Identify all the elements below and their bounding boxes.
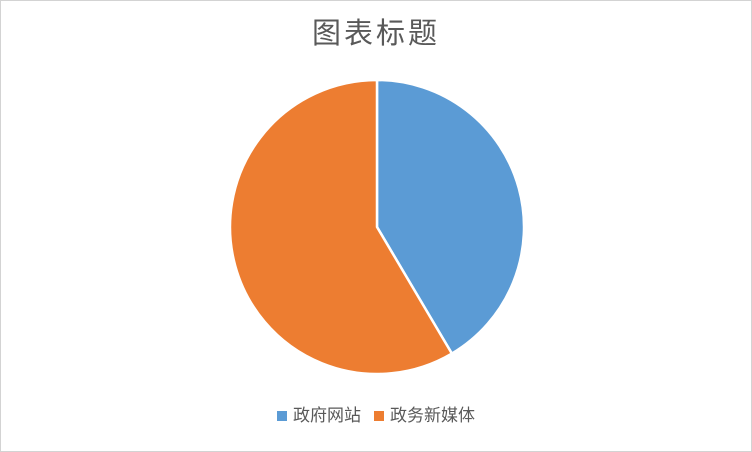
legend: 政府网站 政务新媒体 [1, 405, 751, 427]
legend-item-1[interactable]: 政务新媒体 [374, 405, 475, 427]
legend-swatch-icon [374, 411, 384, 421]
pie-slice-0[interactable] [375, 78, 526, 355]
legend-label: 政务新媒体 [390, 406, 475, 425]
legend-swatch-icon [277, 411, 287, 421]
legend-label: 政府网站 [293, 406, 361, 425]
legend-item-0[interactable]: 政府网站 [277, 405, 361, 427]
pie-slice-1[interactable] [228, 78, 454, 376]
chart-title[interactable]: 图表标题 [311, 18, 440, 50]
pie-chart [228, 78, 526, 376]
